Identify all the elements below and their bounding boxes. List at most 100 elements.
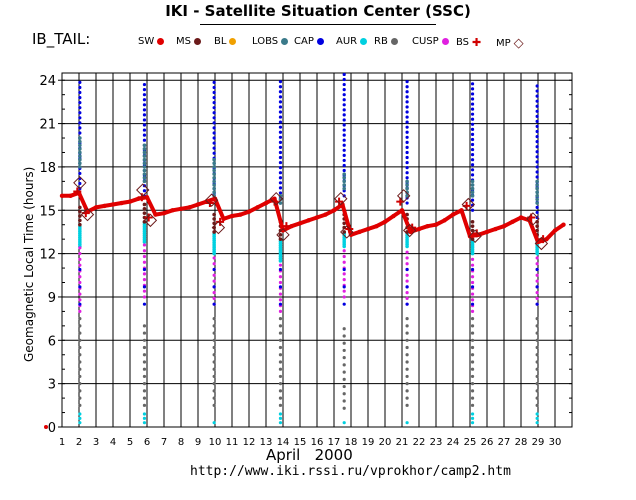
mp-crossing-marker [143,213,158,228]
cap-point [405,140,409,144]
lobs-point [78,161,82,166]
cap-point [278,285,283,289]
lobs-point [142,161,147,166]
cap-point [278,160,283,165]
cap-point [142,138,147,142]
rb-point [405,396,409,400]
rb-point [142,382,147,386]
sw-point [535,239,541,245]
rb-point [212,345,216,350]
rb-point [212,389,216,393]
sw-point [212,196,218,201]
sw-point [195,202,201,207]
rb-point [405,324,409,328]
cap-point [278,125,283,129]
rb-point [278,331,283,335]
x-tick-label: 14 [277,437,290,448]
cap-point [470,87,475,91]
lobs-point [470,179,475,184]
aur-point [535,412,539,416]
sw-point [374,223,379,229]
x-tick-label: 10 [209,437,222,448]
cap-point [278,191,283,195]
cusp-point [78,292,82,296]
cusp-point [470,292,475,296]
cap-point [278,100,283,104]
rb-point [212,403,216,407]
rb-point [78,324,82,328]
rb-point [78,360,82,364]
satellite-label: IB_TAIL: [32,30,91,48]
cap-point [535,160,539,164]
x-tick-label: 7 [161,437,167,448]
lobs-point [470,190,475,195]
cusp-point [342,295,346,299]
rb-point [212,317,216,321]
lobs-point [470,194,475,198]
cap-point [470,117,475,121]
lobs-point [342,183,347,187]
sw-point [246,209,252,214]
cap-point [342,98,346,102]
rb-point [78,331,82,335]
cap-point [278,90,283,94]
cusp-point [470,280,475,285]
aur-point [142,412,147,416]
cusp-point [78,263,82,267]
rb-point [142,367,147,371]
cusp-point [212,296,216,301]
cap-point [405,150,409,155]
rb-point [278,403,283,407]
cap-point [212,95,216,100]
cap-point [405,95,409,99]
cap-point [405,145,409,150]
cap-point [535,145,539,149]
cap-point [470,127,475,131]
rb-point [142,338,147,342]
x-axis-label: April 2000 [266,446,353,464]
y-tick-label: 6 [48,334,56,349]
mp-crossing-marker [468,229,482,243]
cusp-point [212,279,216,283]
cap-point [470,147,475,152]
sw-point [391,213,396,219]
lobs-point [142,172,147,176]
cap-point [342,128,346,132]
cusp-point [470,275,475,279]
sw-point [340,202,345,207]
ms-point [212,221,216,226]
x-tick-label: 20 [379,437,392,448]
cap-point [470,112,475,116]
cap-point [78,80,82,84]
legend-item-mp: MP ◇ [496,36,524,51]
y-tick-label: 3 [48,378,56,393]
cap-point [278,267,283,272]
cap-point [142,128,147,132]
mp-crossing-marker [402,223,417,238]
cap-point [535,109,539,113]
cap-point [212,151,216,155]
cap-point [470,158,475,162]
cap-point [470,163,475,167]
rb-point [278,382,283,386]
cap-point [142,189,147,193]
x-tick-label: 28 [515,437,528,448]
cap-point [278,110,283,114]
sw-point [306,218,311,223]
cap-point [342,285,346,289]
cusp-point [78,280,82,285]
sw-point [59,193,65,199]
lobs-point [342,172,347,176]
rb-point [405,331,409,335]
sw-point [187,205,192,210]
cap-point [142,123,147,127]
cap-point [78,126,82,130]
sw-point [561,222,566,227]
cap-point [470,208,475,212]
cusp-point [142,289,147,293]
cap-point [212,131,216,135]
lobs-point [535,194,539,198]
cusp-point [212,262,216,266]
cap-point [405,85,409,89]
lobs-point [212,179,216,184]
